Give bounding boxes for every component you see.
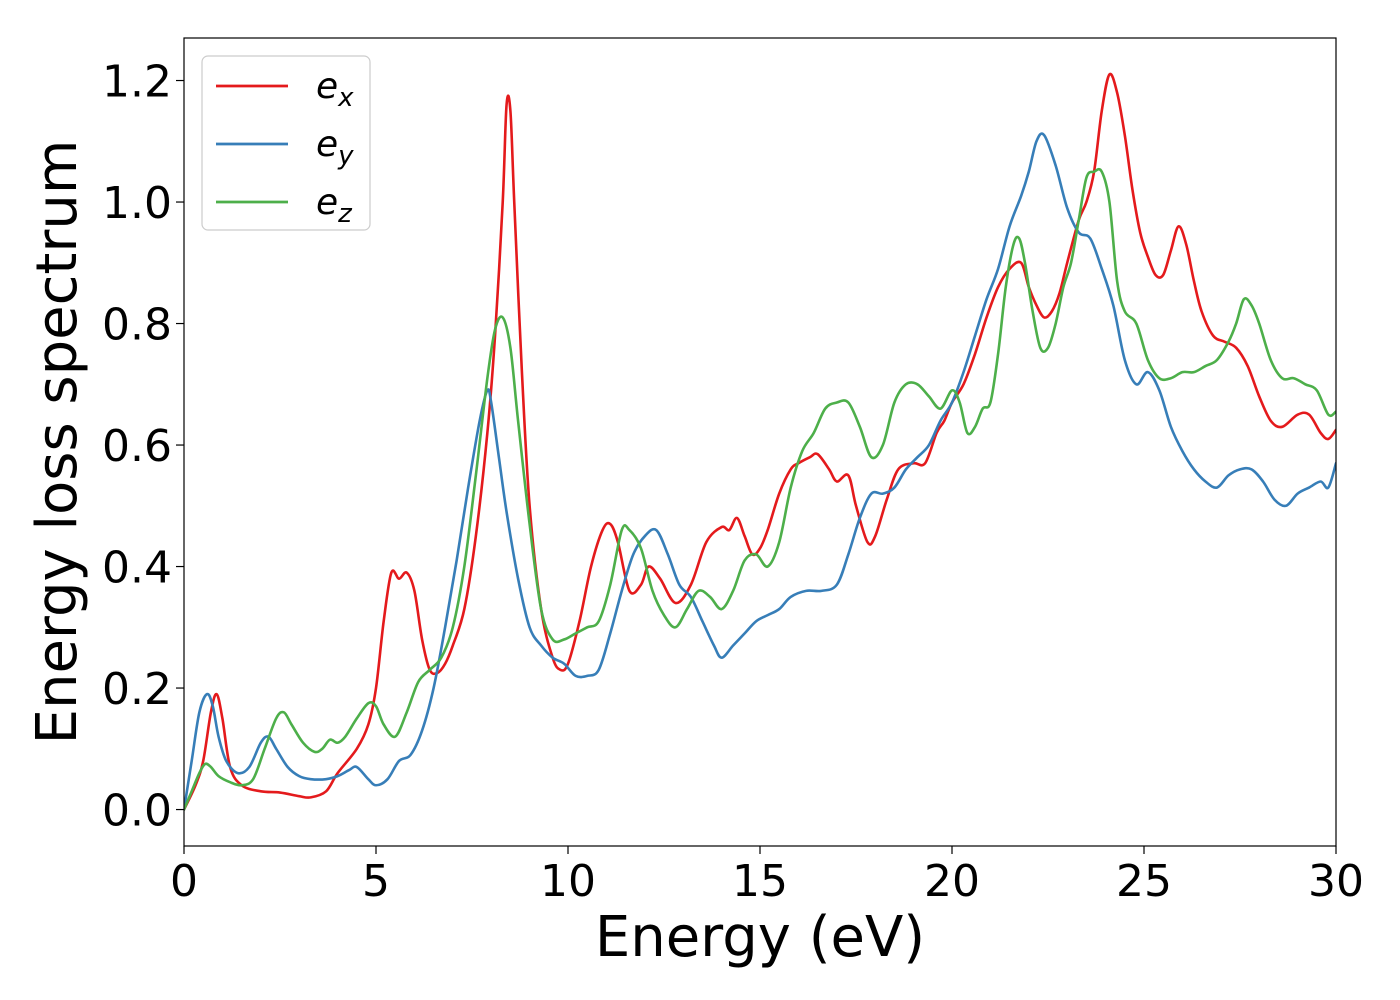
y-tick-label: 1.0: [102, 178, 172, 229]
y-axis-ticks: 0.0 0.2 0.4 0.6 0.8 1.0 1.2: [102, 57, 184, 837]
legend-label-x: ex: [316, 66, 354, 113]
x-tick-label: 5: [362, 856, 390, 907]
series-line-y: [184, 132, 1336, 811]
y-axis-label: Energy loss spectrum: [25, 140, 90, 745]
series-line-z: [184, 167, 1336, 811]
y-tick-label: 0.4: [102, 543, 172, 594]
x-tick-label: 20: [924, 856, 980, 907]
y-tick-label: 0.6: [102, 421, 172, 472]
legend: ex ey ez: [201, 55, 371, 231]
series-line-x: [184, 72, 1336, 811]
series-layer: [184, 72, 1336, 811]
y-tick-label: 0.0: [102, 786, 172, 837]
x-tick-label: 10: [540, 856, 596, 907]
x-tick-label: 15: [732, 856, 788, 907]
legend-label-y: ey: [316, 124, 354, 171]
y-tick-label: 0.2: [102, 664, 172, 715]
y-tick-label: 0.8: [102, 300, 172, 351]
x-tick-label: 25: [1116, 856, 1172, 907]
x-axis-label: Energy (eV): [595, 905, 925, 970]
x-tick-label: 30: [1308, 856, 1364, 907]
x-tick-label: 0: [170, 856, 198, 907]
y-tick-label: 1.2: [102, 57, 172, 108]
x-axis-ticks: 0 5 10 15 20 25 30: [170, 846, 1364, 907]
legend-label-z: ez: [316, 182, 353, 229]
